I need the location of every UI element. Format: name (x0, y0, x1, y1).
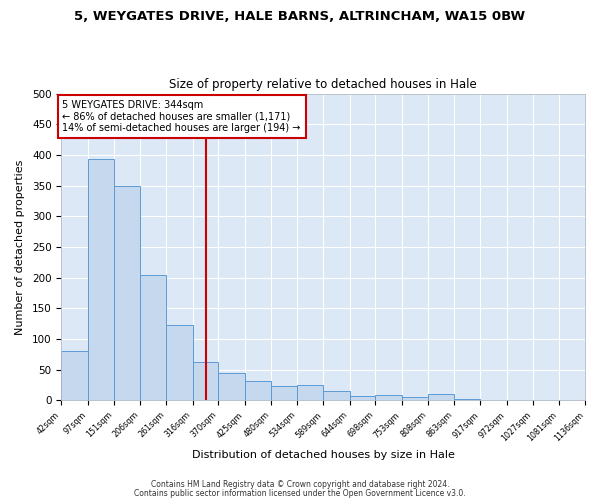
Text: 5 WEYGATES DRIVE: 344sqm
← 86% of detached houses are smaller (1,171)
14% of sem: 5 WEYGATES DRIVE: 344sqm ← 86% of detach… (62, 100, 301, 133)
Bar (323, 391, 350, 400)
Title: Size of property relative to detached houses in Hale: Size of property relative to detached ho… (169, 78, 477, 91)
Text: Contains public sector information licensed under the Open Government Licence v3: Contains public sector information licen… (134, 488, 466, 498)
Bar (376, 395, 401, 400)
X-axis label: Distribution of detached houses by size in Hale: Distribution of detached houses by size … (192, 450, 455, 460)
Bar (245, 382, 271, 400)
Bar (350, 396, 376, 400)
Bar (140, 274, 166, 400)
Bar (61, 352, 88, 401)
Bar (428, 394, 454, 400)
Bar (297, 385, 323, 400)
Bar (401, 398, 428, 400)
Bar (271, 386, 297, 400)
Text: Contains HM Land Registry data © Crown copyright and database right 2024.: Contains HM Land Registry data © Crown c… (151, 480, 449, 489)
Bar (113, 186, 140, 400)
Bar (218, 373, 245, 400)
Bar (454, 399, 480, 400)
Text: 5, WEYGATES DRIVE, HALE BARNS, ALTRINCHAM, WA15 0BW: 5, WEYGATES DRIVE, HALE BARNS, ALTRINCHA… (74, 10, 526, 23)
Y-axis label: Number of detached properties: Number of detached properties (15, 160, 25, 334)
Bar (88, 159, 113, 400)
Bar (193, 362, 218, 401)
Bar (166, 325, 193, 400)
